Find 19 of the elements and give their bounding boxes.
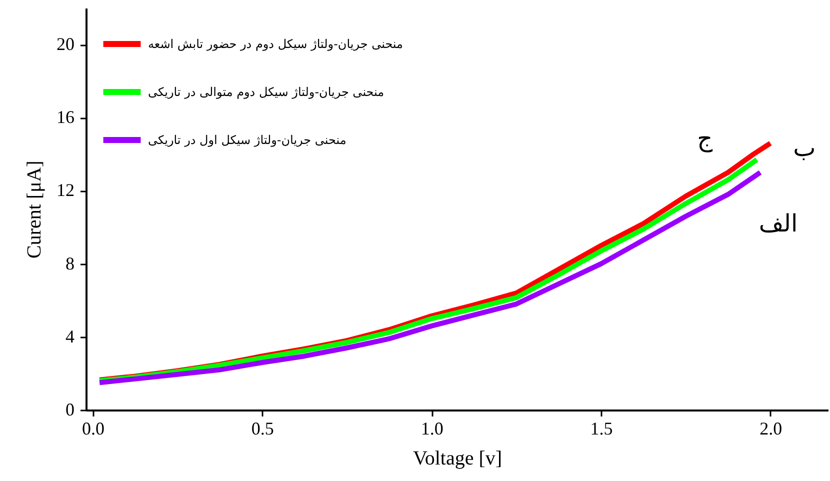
x-axis-title: Voltage [v] (412, 448, 502, 470)
x-tick-label: 1.5 (590, 418, 613, 438)
y-tick-label: 0 (66, 400, 74, 420)
y-tick-label: 8 (66, 253, 74, 274)
y-tick-label: 4 (66, 326, 74, 346)
y-tick-label: 12 (56, 180, 74, 200)
y-axis-title: Curent [μA] (24, 160, 46, 258)
x-tick-label: 1.0 (420, 418, 444, 438)
legend-label: منحنی جریان-ولتاژ سیکل اول در تاریکی (148, 133, 346, 147)
y-tick-label: 20 (56, 34, 74, 54)
x-tick-label: 2.0 (760, 418, 782, 438)
annotation: ب (793, 134, 816, 162)
legend-label: منحنی جریان-ولتاژ سیکل دوم متوالی در تاریکی (148, 85, 384, 99)
y-tick-label: 16 (56, 107, 74, 128)
annotation: ج (697, 124, 714, 153)
x-tick-label: 0.5 (251, 418, 274, 438)
x-tick-label: 0.0 (82, 418, 105, 438)
annotation: الف (758, 209, 798, 238)
legend-label: منحنی جریان-ولتاژ سیکل دوم در حضور تابش اشعه (148, 37, 403, 51)
